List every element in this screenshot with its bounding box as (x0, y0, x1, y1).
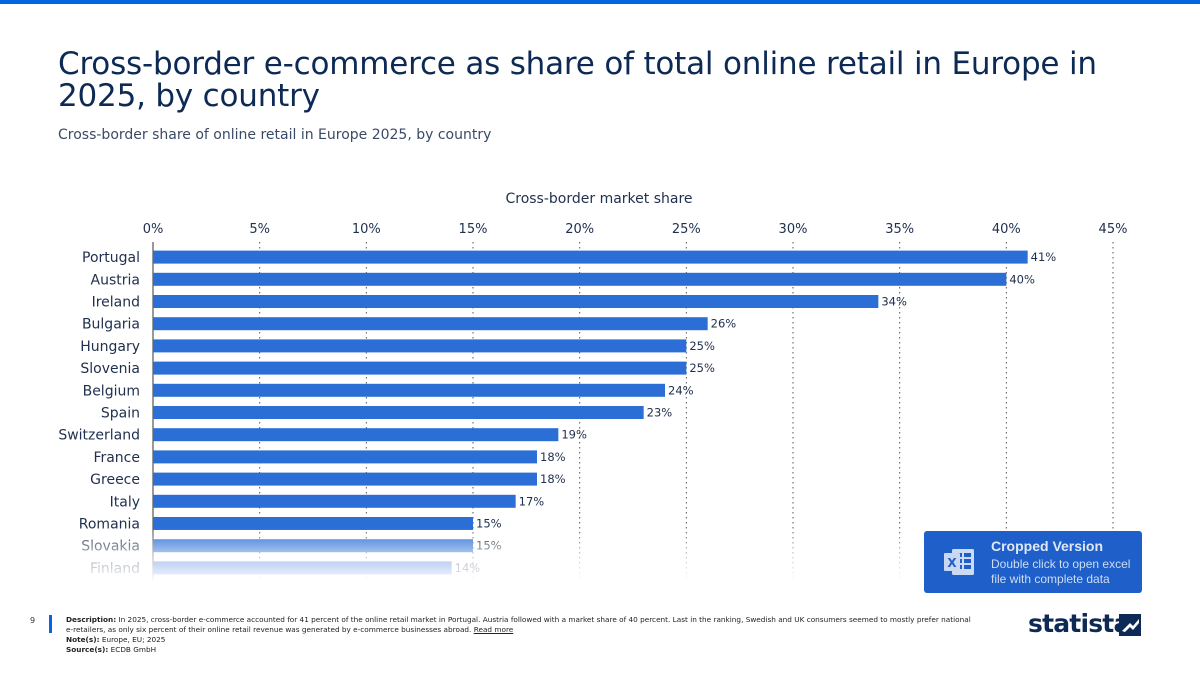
category-label: Greece (90, 472, 140, 488)
excel-box-text: Double click to open excel file with com… (991, 557, 1131, 586)
footer-description: Description: In 2025, cross-border e-com… (66, 615, 976, 655)
bar[interactable] (153, 272, 1007, 286)
description-label: Description: (66, 615, 117, 624)
bar[interactable] (153, 295, 879, 308)
category-label: Portugal (82, 250, 140, 266)
x-tick-label: 5% (249, 222, 270, 237)
bar[interactable] (153, 406, 644, 419)
value-label: 34% (881, 295, 907, 309)
notes-label: Note(s): (66, 635, 100, 644)
x-tick-label: 35% (885, 222, 914, 237)
x-tick-label: 25% (672, 222, 701, 237)
value-label: 23% (647, 406, 673, 420)
read-more-link[interactable]: Read more (473, 625, 514, 634)
value-label: 40% (1009, 272, 1035, 286)
bar-chart: Cross-border market share 0% 5% 10% 15% 20% 2… (58, 191, 1128, 580)
x-tick-label: 10% (352, 222, 381, 237)
category-label: Ireland (92, 295, 140, 311)
value-label: 26% (711, 317, 737, 331)
bar[interactable] (153, 361, 687, 375)
category-label: Austria (91, 272, 140, 288)
description-text: In 2025, cross-border e-commerce account… (66, 615, 971, 634)
value-label: 18% (540, 450, 566, 464)
category-label: Spain (101, 406, 140, 422)
bars (153, 250, 1028, 575)
x-tick-label: 30% (779, 222, 808, 237)
value-label: 41% (1031, 250, 1057, 264)
bar[interactable] (153, 494, 516, 508)
value-label: 24% (668, 383, 694, 397)
x-tick-label: 20% (565, 222, 594, 237)
excel-download-box[interactable]: X Cropped Version Double click to open e… (924, 531, 1142, 593)
x-tick-label: 0% (143, 222, 164, 237)
bar[interactable] (153, 428, 559, 442)
category-label: Belgium (83, 383, 140, 399)
excel-box-title: Cropped Version (991, 538, 1104, 554)
category-label: Bulgaria (82, 317, 140, 333)
excel-icon: X (944, 549, 974, 575)
value-label: 19% (561, 428, 587, 442)
bar[interactable] (153, 383, 665, 397)
page-number-bar (49, 615, 52, 633)
footer: 9 Description: In 2025, cross-border e-c… (0, 609, 1200, 672)
bar[interactable] (153, 450, 537, 464)
source-label: Source(s): (66, 645, 109, 654)
bar[interactable] (153, 250, 1028, 264)
x-tick-label: 45% (1099, 222, 1128, 237)
bar[interactable] (153, 317, 708, 331)
cropped-fade-overlay (0, 528, 920, 580)
value-label: 17% (519, 494, 545, 508)
x-tick-label: 40% (992, 222, 1021, 237)
logo-text: statista (1028, 609, 1130, 638)
statista-logo[interactable]: statista (1028, 609, 1144, 638)
value-label: 18% (540, 472, 566, 486)
value-label: 25% (689, 339, 715, 353)
value-label: 25% (689, 361, 715, 375)
top-accent-bar (0, 0, 1200, 4)
value-label: 15% (476, 517, 502, 531)
bar[interactable] (153, 517, 473, 530)
page-subtitle: Cross-border share of online retail in E… (58, 127, 492, 143)
x-axis-ticks: 0% 5% 10% 15% 20% 25% 30% 35% 40% 45% (143, 222, 1128, 237)
value-labels: 41%40%34%26%25%25%24%23%19%18%18%17%15%1… (455, 250, 1057, 575)
category-label: Italy (110, 494, 140, 510)
page-title: Cross-border e-commerce as share of tota… (58, 46, 1097, 114)
bar[interactable] (153, 472, 537, 486)
category-label: Slovenia (80, 361, 140, 377)
x-axis-title: Cross-border market share (505, 191, 692, 207)
category-label: Hungary (80, 339, 140, 355)
page-number: 9 (30, 616, 36, 625)
svg-text:X: X (947, 556, 957, 570)
x-tick-label: 15% (459, 222, 488, 237)
statista-logo-icon (1119, 614, 1141, 636)
source-text: ECDB GmbH (110, 645, 157, 654)
category-label: France (93, 450, 140, 466)
bar[interactable] (153, 339, 687, 353)
category-label: Switzerland (58, 428, 140, 444)
notes-text: Europe, EU; 2025 (101, 635, 166, 644)
